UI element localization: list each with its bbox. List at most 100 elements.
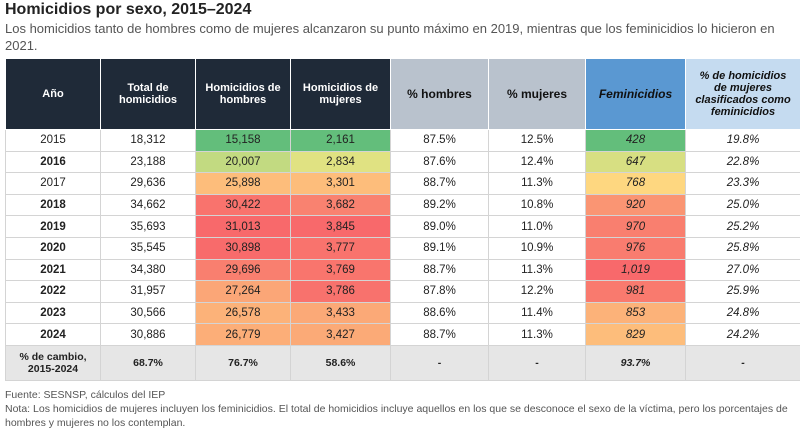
table-row: 2019 35,693 31,013 3,845 89.0% 11.0% 970 25.2%	[5, 215, 800, 238]
data-table: Año Total de homicidios Homicidios de homb…	[5, 58, 800, 381]
table-cell: 30,898	[195, 236, 291, 260]
change-row: % de cambio, 2015-2024 68.7% 76.7% 58.6% - -9…	[5, 344, 800, 381]
table-cell: 12.5%	[488, 129, 586, 152]
table-cell: 647	[585, 150, 686, 174]
table-cell: 35,693	[100, 215, 196, 238]
table-cell: 58.6%	[290, 344, 391, 381]
table-cell: 2017	[5, 172, 101, 195]
table-body: 2015 18,312 15,158 2,161 87.5% 12.5% 428 19.8% 2…	[5, 129, 800, 381]
table-cell: 10.9%	[488, 236, 586, 260]
table-cell: 89.0%	[390, 215, 489, 238]
table-cell: 11.3%	[488, 172, 586, 195]
table-cell: 24.2%	[685, 323, 800, 346]
table-cell: 76.7%	[195, 344, 291, 381]
table-cell: 27,264	[195, 280, 291, 303]
table-row: 2017 29,636 25,898 3,301 88.7% 11.3% 768 23.3%	[5, 172, 800, 195]
table-cell: 25.2%	[685, 215, 800, 238]
column-header: Feminicidios	[585, 58, 686, 130]
table-cell: 3,301	[290, 172, 391, 195]
table-cell: 93.7%	[585, 344, 686, 381]
source: Fuente: SESNSP, cálculos del IEP	[5, 389, 166, 401]
note: Nota: Los homicidios de mujeres incluyen…	[5, 403, 788, 429]
table-cell: 853	[585, 301, 686, 325]
table-cell: 29,636	[100, 172, 196, 195]
table-cell: 11.3%	[488, 258, 586, 282]
table-cell: 3,777	[290, 236, 391, 260]
column-header: % hombres	[390, 58, 489, 130]
table-cell: 18,312	[100, 129, 196, 152]
title: Homicidios por sexo, 2015–2024	[5, 1, 252, 18]
table-cell: 2015	[5, 129, 101, 152]
table-cell: -	[488, 344, 586, 381]
table-cell: 25,898	[195, 172, 291, 195]
table-cell: 23,188	[100, 150, 196, 174]
table-row: 2023 30,566 26,578 3,433 88.6% 11.4% 853 24.8%	[5, 301, 800, 325]
table-cell: 88.6%	[390, 301, 489, 325]
table-cell: 88.7%	[390, 258, 489, 282]
table-cell: 1,019	[585, 258, 686, 282]
table-cell: 89.1%	[390, 236, 489, 260]
table-cell: 24.8%	[685, 301, 800, 325]
table-cell: 30,886	[100, 323, 196, 346]
table-cell: 2,161	[290, 129, 391, 152]
table-cell: 88.7%	[390, 172, 489, 195]
column-header: Homicidios de hombres	[195, 58, 291, 130]
table-cell: 2024	[5, 323, 101, 346]
table-cell: 26,578	[195, 301, 291, 325]
table-cell: 27.0%	[685, 258, 800, 282]
table-cell: 34,662	[100, 193, 196, 217]
table-cell: 34,380	[100, 258, 196, 282]
column-header: Homicidios de mujeres	[290, 58, 391, 130]
table-cell: 89.2%	[390, 193, 489, 217]
table-cell: 12.4%	[488, 150, 586, 174]
column-header: Total de homicidios	[100, 58, 196, 130]
table-cell: 920	[585, 193, 686, 217]
table-cell: 2021	[5, 258, 101, 282]
table-cell: 26,779	[195, 323, 291, 346]
table-cell: 829	[585, 323, 686, 346]
table-cell: 2,834	[290, 150, 391, 174]
table-cell: 11.3%	[488, 323, 586, 346]
table-cell: 2022	[5, 280, 101, 303]
table-cell: 35,545	[100, 236, 196, 260]
table-row: 2020 35,545 30,898 3,777 89.1% 10.9% 976 25.8%	[5, 236, 800, 260]
table-cell: 970	[585, 215, 686, 238]
table-cell: 2016	[5, 150, 101, 174]
table-cell: 22.8%	[685, 150, 800, 174]
table-cell: 15,158	[195, 129, 291, 152]
table-row: 2015 18,312 15,158 2,161 87.5% 12.5% 428 19.8%	[5, 129, 800, 152]
table-cell: 768	[585, 172, 686, 195]
table-cell: 428	[585, 129, 686, 152]
column-header: Año	[5, 58, 101, 130]
table-cell: -	[390, 344, 489, 381]
table-cell: 87.8%	[390, 280, 489, 303]
table-cell: -	[685, 344, 800, 381]
table-row: 2022 31,957 27,264 3,786 87.8% 12.2% 981 25.9%	[5, 280, 800, 303]
table-cell: 2018	[5, 193, 101, 217]
table-cell: 25.8%	[685, 236, 800, 260]
table-cell: 3,427	[290, 323, 391, 346]
table-row: 2024 30,886 26,779 3,427 88.7% 11.3% 829 24.2%	[5, 323, 800, 346]
header-row: Año Total de homicidios Homicidios de homb…	[5, 58, 800, 130]
table-cell: 87.5%	[390, 129, 489, 152]
table-cell: 29,696	[195, 258, 291, 282]
table-row: 2016 23,188 20,007 2,834 87.6% 12.4% 647 22.8%	[5, 150, 800, 174]
table-cell: 3,786	[290, 280, 391, 303]
table-cell: % de cambio, 2015-2024	[5, 344, 101, 381]
table-cell: 2023	[5, 301, 101, 325]
table-cell: 11.0%	[488, 215, 586, 238]
table-cell: 88.7%	[390, 323, 489, 346]
table-cell: 3,845	[290, 215, 391, 238]
table-cell: 976	[585, 236, 686, 260]
table-cell: 11.4%	[488, 301, 586, 325]
table-cell: 87.6%	[390, 150, 489, 174]
table-cell: 25.9%	[685, 280, 800, 303]
table-cell: 2019	[5, 215, 101, 238]
table-cell: 23.3%	[685, 172, 800, 195]
table-cell: 30,566	[100, 301, 196, 325]
column-header: % mujeres	[488, 58, 586, 130]
table-row: 2018 34,662 30,422 3,682 89.2% 10.8% 920 25.0%	[5, 193, 800, 217]
subtitle: Los homicidios tanto de hombres como de …	[5, 21, 775, 53]
table-cell: 3,433	[290, 301, 391, 325]
